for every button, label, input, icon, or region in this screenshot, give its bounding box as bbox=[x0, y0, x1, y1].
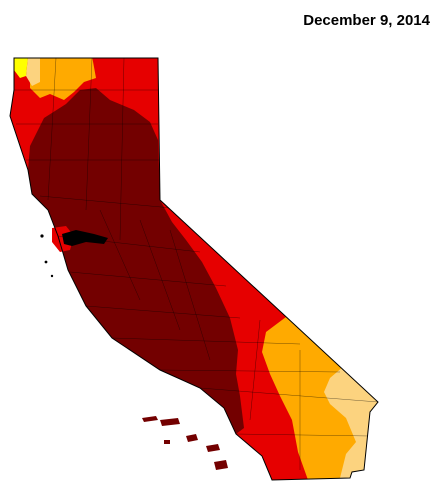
state-border bbox=[9, 57, 379, 481]
coastal-specks bbox=[40, 234, 54, 278]
map-date-title: December 9, 2014 bbox=[303, 12, 430, 29]
exceptional-drought-central bbox=[28, 88, 244, 434]
severe-drought-north bbox=[30, 58, 96, 100]
moderate-drought-northwest bbox=[26, 58, 40, 86]
county-lines bbox=[14, 58, 378, 470]
severe-drought-southeast bbox=[262, 314, 378, 480]
abnormally-dry-corner bbox=[12, 58, 28, 78]
channel-islands bbox=[142, 416, 228, 470]
bay-water bbox=[62, 230, 108, 246]
moderate-drought-southeast bbox=[324, 366, 378, 478]
